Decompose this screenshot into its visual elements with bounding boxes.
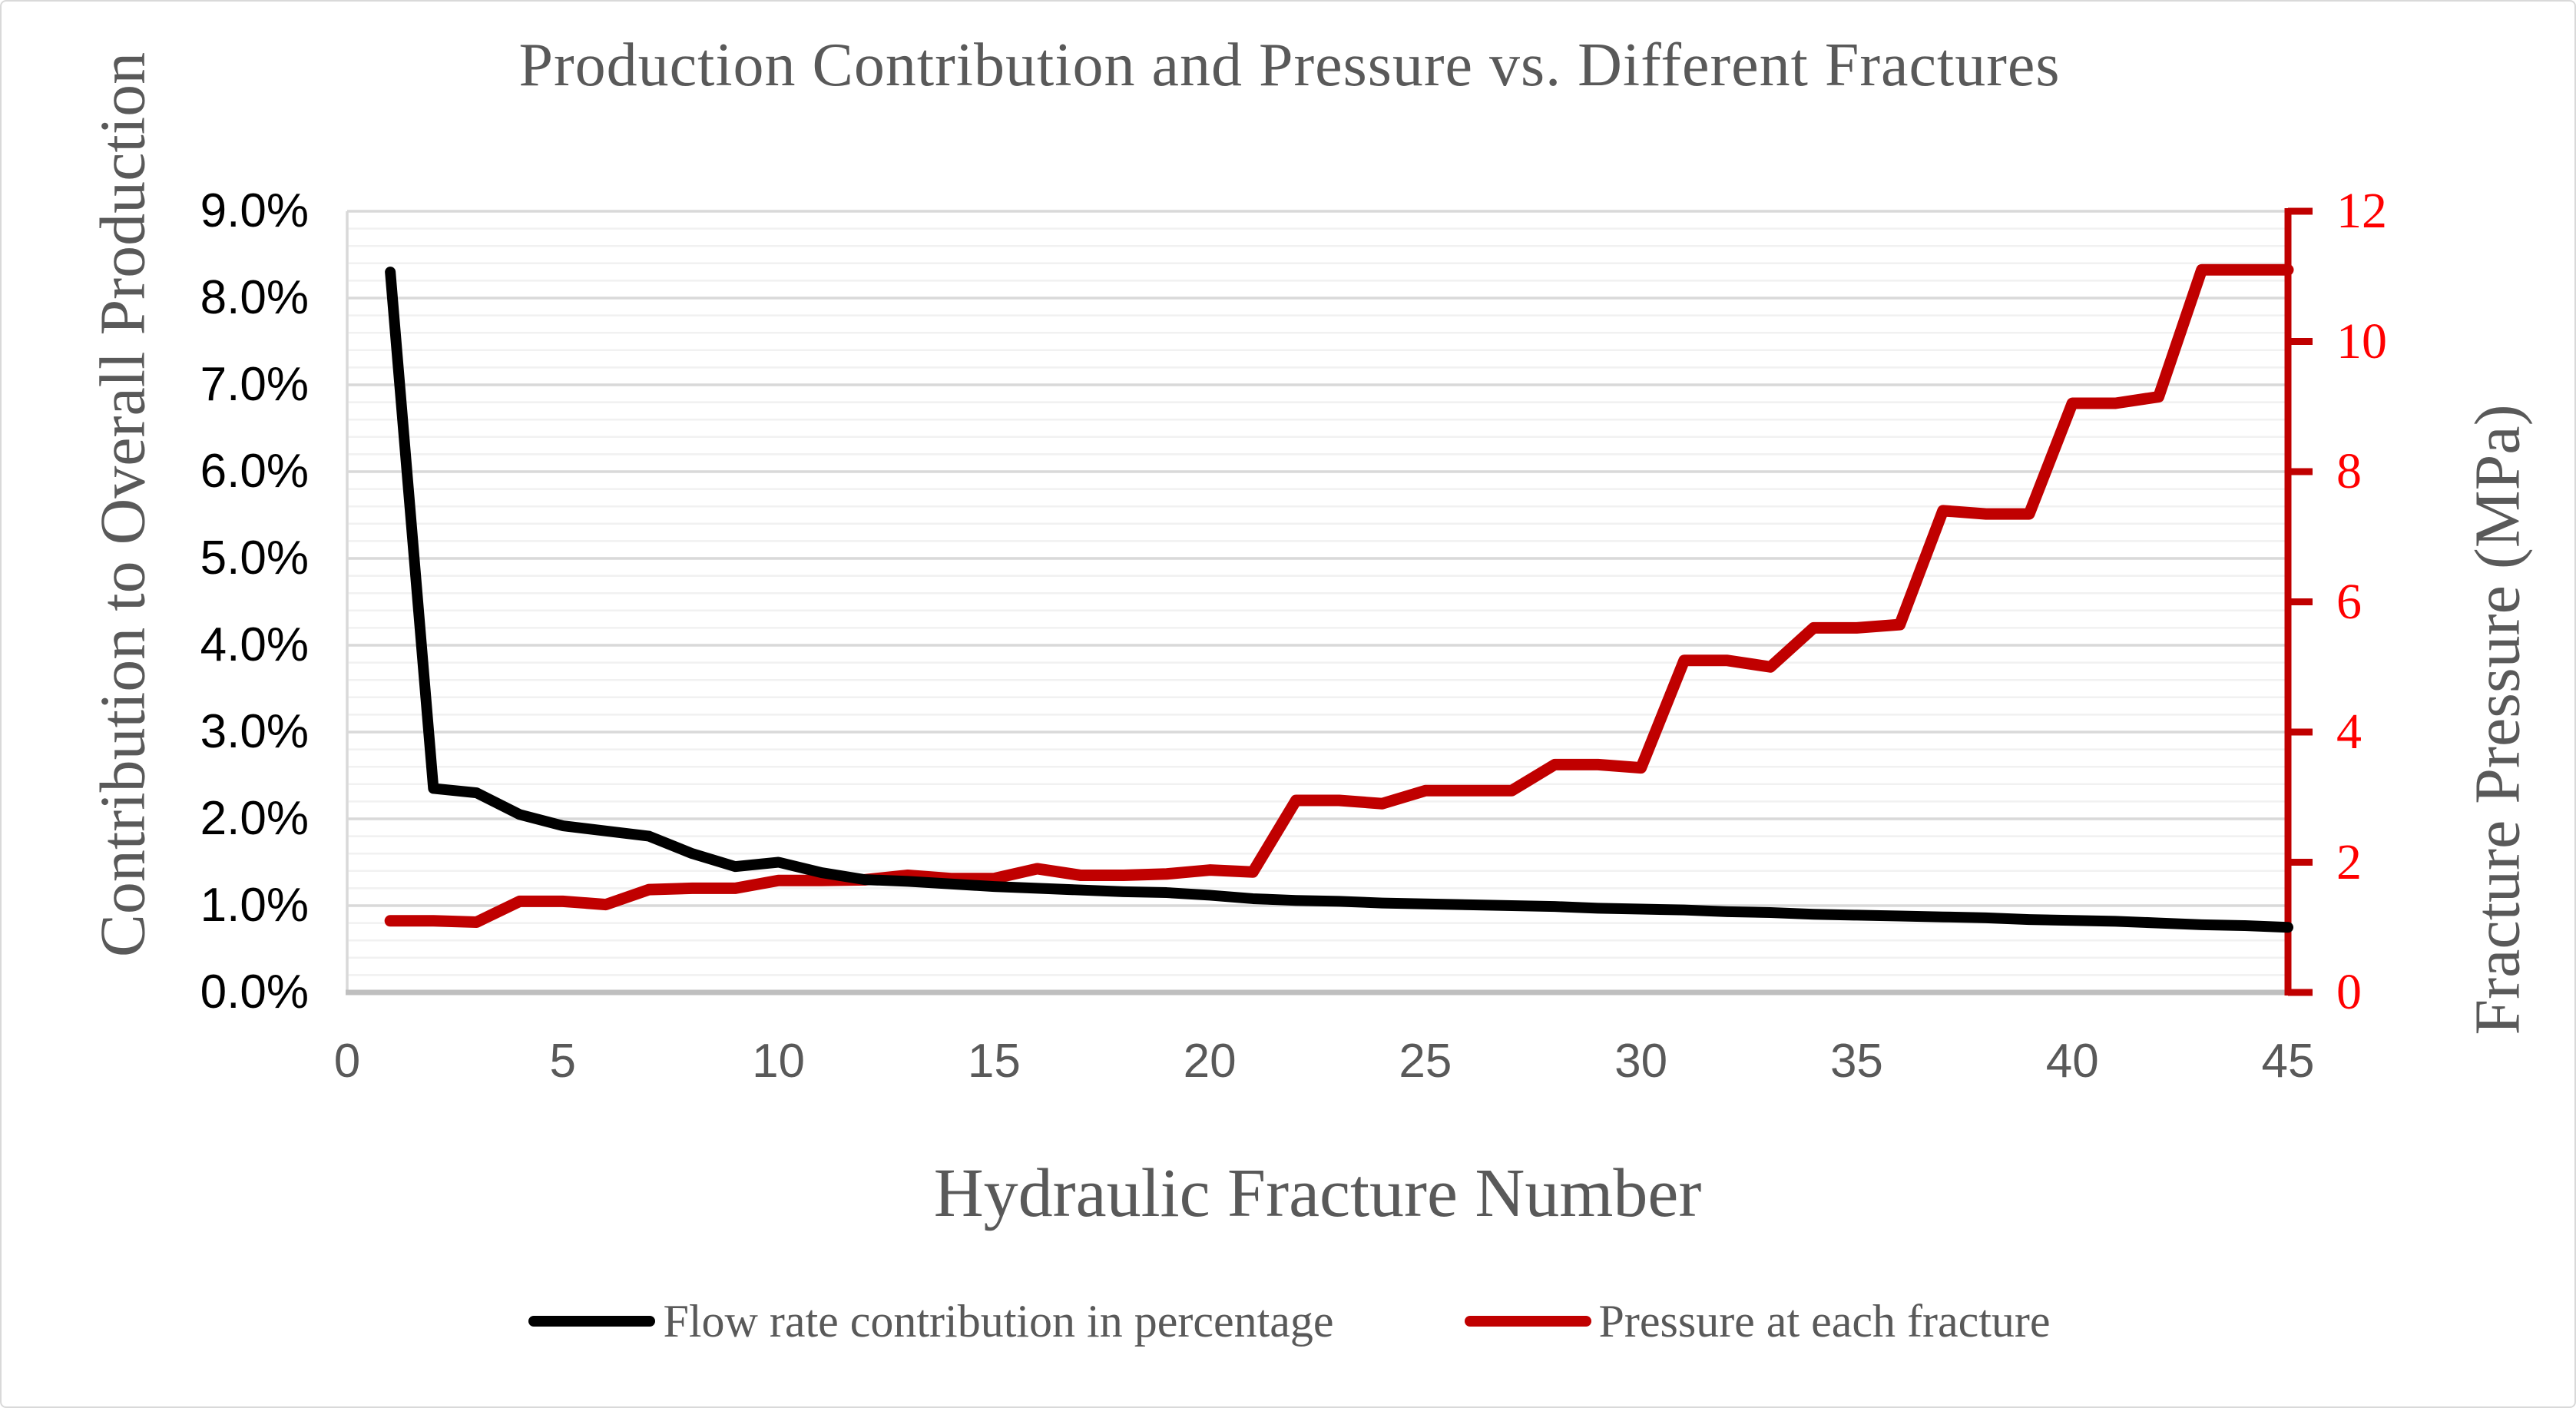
x-axis-tick-label: 30 <box>1614 1035 1668 1088</box>
left-axis-tick-label: 7.0% <box>200 358 309 411</box>
right-axis-tick-label: 4 <box>2336 704 2362 760</box>
flow-rate-line <box>385 267 2293 933</box>
x-axis-tick-label: 35 <box>1829 1035 1883 1088</box>
flow-rate-legend-label: Flow rate contribution in percentage <box>663 1295 1334 1347</box>
x-axis-title: Hydraulic Fracture Number <box>933 1155 1702 1231</box>
left-axis-tick-label: 1.0% <box>200 879 309 932</box>
right-axis-tick-label: 0 <box>2336 964 2362 1020</box>
legend: Flow rate contribution in percentage Pre… <box>2 1289 2576 1353</box>
x-axis-tick-label: 45 <box>2261 1035 2315 1088</box>
right-axis-tick-label: 10 <box>2336 313 2387 369</box>
legend-item-pressure: Pressure at each fracture <box>1464 1295 2051 1348</box>
x-axis-tick-label: 10 <box>752 1035 806 1088</box>
pressure-line <box>384 263 2294 928</box>
left-axis-tick-label: 2.0% <box>200 792 309 845</box>
left-axis-tick-label: 8.0% <box>200 271 309 324</box>
right-axis-tick-label: 6 <box>2336 573 2362 630</box>
left-axis-tick-label: 3.0% <box>200 705 309 758</box>
x-axis-tick-label: 15 <box>967 1035 1021 1088</box>
x-axis-tick-label: 0 <box>333 1035 361 1088</box>
x-axis-tick-label: 40 <box>2045 1035 2099 1088</box>
chart-title: Production Contribution and Pressure vs.… <box>518 31 2061 99</box>
x-axis-tick-label: 25 <box>1399 1035 1452 1088</box>
legend-item-flow-rate: Flow rate contribution in percentage <box>528 1295 1334 1348</box>
flow-rate-legend-marker <box>528 1316 656 1327</box>
left-axis-tick-label: 9.0% <box>200 184 309 237</box>
pressure-legend-label: Pressure at each fracture <box>1598 1295 2051 1347</box>
right-axis-tick-label: 8 <box>2336 443 2362 499</box>
left-axis-tick-label: 5.0% <box>200 532 309 585</box>
left-axis-tick-label: 0.0% <box>200 966 309 1019</box>
pressure-legend-marker <box>1464 1316 1591 1327</box>
left-axis-tick-label: 4.0% <box>200 618 309 671</box>
x-axis-tick-label: 20 <box>1183 1035 1237 1088</box>
right-axis-tick-label: 2 <box>2336 833 2362 890</box>
left-axis-tick-label: 6.0% <box>200 445 309 498</box>
right-axis-tick-label: 12 <box>2336 183 2387 239</box>
x-axis-tick-label: 5 <box>549 1035 576 1088</box>
